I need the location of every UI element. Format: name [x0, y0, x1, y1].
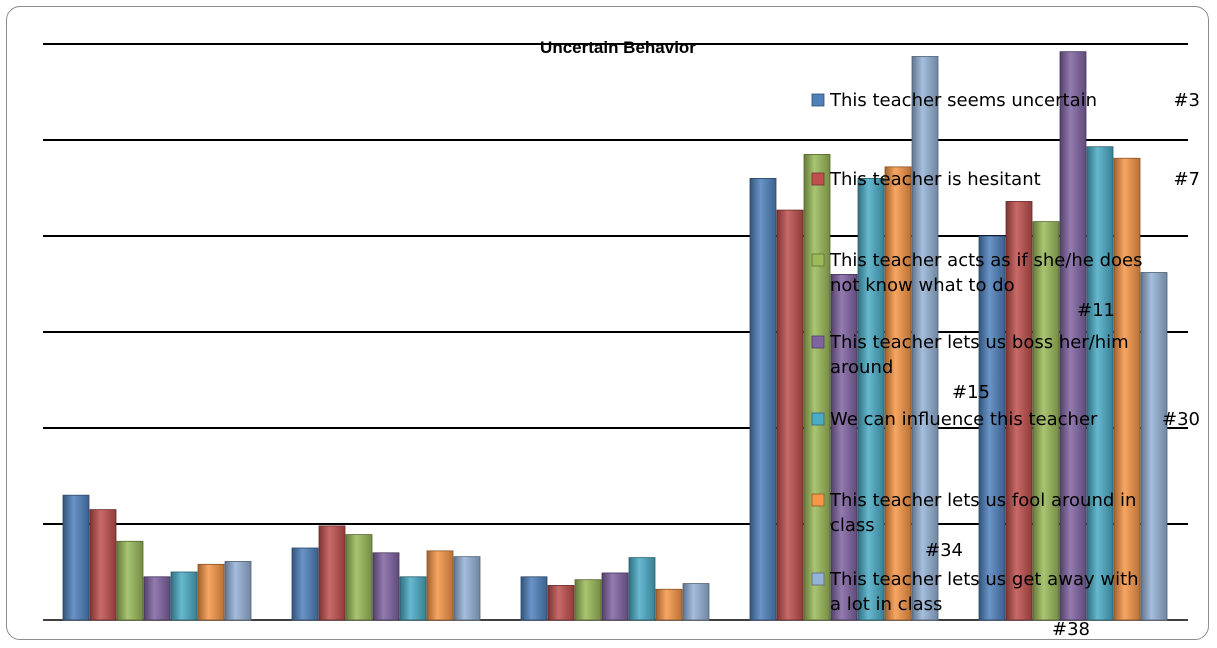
- bar: [574, 579, 602, 621]
- legend-swatch: [811, 493, 825, 507]
- legend-label: This teacher lets us boss her/him: [829, 332, 1129, 353]
- legend-label: not know what to do: [830, 275, 1015, 296]
- bars: [62, 51, 1168, 621]
- bar: [857, 177, 885, 621]
- legend-number: #34: [925, 540, 963, 561]
- bar: [1032, 221, 1060, 621]
- bar: [116, 540, 144, 621]
- bar: [372, 552, 400, 621]
- bar: [224, 561, 252, 621]
- bar: [62, 494, 90, 621]
- legend-number: #11: [1077, 300, 1115, 321]
- bar: [318, 525, 346, 621]
- legend-swatch: [811, 93, 825, 107]
- bar: [453, 556, 481, 621]
- legend: This teacher seems uncertain #3 This teach…: [811, 90, 1200, 640]
- bar: [89, 509, 117, 621]
- bar: [776, 209, 804, 621]
- legend-number: #30: [1162, 409, 1200, 430]
- legend-label: class: [830, 515, 875, 536]
- legend-swatch: [811, 335, 825, 349]
- bar: [547, 585, 575, 621]
- bar: [143, 576, 171, 621]
- bar: [601, 572, 629, 621]
- bar: [884, 166, 912, 621]
- legend-label: We can influence this teacher: [830, 409, 1098, 430]
- legend-number: #15: [952, 382, 990, 403]
- bar: [682, 583, 710, 621]
- legend-swatch: [811, 253, 825, 267]
- legend-number: #7: [1173, 169, 1200, 190]
- bar: [197, 563, 225, 621]
- bar: [345, 534, 373, 621]
- legend-label: This teacher lets us get away with: [829, 569, 1139, 590]
- legend-label: around: [830, 357, 893, 378]
- bar: [911, 56, 939, 621]
- bar: [1005, 201, 1033, 621]
- bar: [1140, 272, 1168, 621]
- legend-label: This teacher seems uncertain: [829, 90, 1097, 111]
- bar: [291, 547, 319, 621]
- legend-label: This teacher acts as if she/he does: [829, 250, 1142, 271]
- legend-swatch: [811, 572, 825, 586]
- bar: [520, 576, 548, 621]
- bar: [1113, 157, 1141, 621]
- bar: [1059, 51, 1087, 621]
- bar: [655, 588, 683, 621]
- legend-number: #38: [1052, 619, 1090, 640]
- legend-label: a lot in class: [830, 594, 942, 615]
- bar: [399, 576, 427, 621]
- legend-label: This teacher lets us fool around in: [829, 490, 1136, 511]
- bar: [426, 550, 454, 621]
- bar: [749, 177, 777, 621]
- legend-swatch: [811, 172, 825, 186]
- legend-swatch: [811, 412, 825, 426]
- legend-number: #3: [1173, 90, 1200, 111]
- bar: [170, 571, 198, 621]
- legend-label: This teacher is hesitant: [829, 169, 1041, 190]
- bar: [628, 557, 656, 621]
- bar: [830, 273, 858, 621]
- chart-title: Uncertain Behavior: [540, 38, 696, 57]
- bar: [803, 153, 831, 621]
- bar: [1086, 146, 1114, 621]
- bar: [978, 235, 1006, 621]
